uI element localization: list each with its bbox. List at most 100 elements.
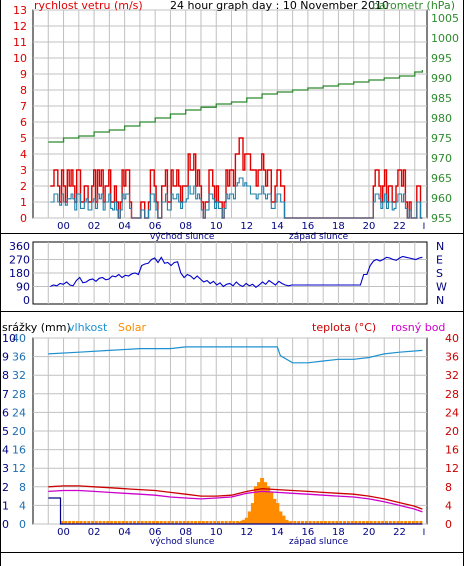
x-tick-label: 00 [57,221,70,232]
dewpoint-legend-label: rosný bod [391,321,445,334]
solar-bar [284,519,289,524]
solar-bar [260,477,265,524]
solar-baseline-mark [320,521,324,524]
solar-baseline-mark [304,521,308,524]
x-tick-label: 06 [149,221,162,232]
wind-direction-series [50,255,423,289]
solar-baseline-mark [133,521,137,524]
x-tick-label: 22 [393,527,406,538]
solar-baseline-mark [232,521,236,524]
pressure-tick-label: 970 [431,152,452,165]
humidity-scale-tick-label: 0 [19,518,26,531]
solar-baseline-mark [167,521,171,524]
solar-baseline-mark [83,521,87,524]
rain-tick-label: 10 [2,332,16,345]
direction-tick-label: 360 [9,240,30,253]
x-tick-label: 18 [332,221,345,232]
x-tick-label: 14 [271,221,284,232]
solar-baseline-mark [385,521,389,524]
direction-tick-label: 180 [9,267,30,280]
rain-tick-label: 0 [2,518,9,531]
solar-baseline-mark [220,521,224,524]
solar-baseline-mark [125,521,129,524]
solar-baseline-mark [110,521,114,524]
x-tick-label: 04 [118,527,131,538]
solar-bar [244,517,249,524]
solar-baseline-mark [175,521,179,524]
solar-baseline-mark [148,521,152,524]
x-tick-label: 04 [118,221,131,232]
solar-baseline-mark [197,521,201,524]
solar-baseline-mark [350,521,354,524]
pressure-tick-label: 990 [431,72,452,85]
wind-gust-series [50,137,423,219]
solar-baseline-mark [87,521,91,524]
solar-baseline-mark [140,521,144,524]
x-tick-label: 10 [210,527,223,538]
humidity-scale-tick-label: 36 [12,351,26,364]
pressure-tick-label: 960 [431,192,452,205]
solar-baseline-mark [64,521,68,524]
solar-baseline-mark [228,521,232,524]
solar-baseline-mark [369,521,373,524]
barometer-axis-label: barometr (hPa) [372,0,455,12]
solar-baseline-mark [155,521,159,524]
solar-baseline-mark [182,521,186,524]
solar-baseline-mark [163,521,167,524]
pressure-tick-label: 975 [431,132,452,145]
solar-baseline-mark [129,521,133,524]
wind-tick-label: 7 [20,100,27,113]
rain-tick-label: 4 [2,444,9,457]
x-tick-label: 08 [179,221,192,232]
solar-baseline-mark [388,521,392,524]
solar-baseline-mark [323,521,327,524]
temperature-tick-label: 8 [445,481,452,494]
solar-bar [275,503,280,524]
dewpoint-series [48,489,423,513]
solar-bar [238,521,243,524]
temperature-tick-label: 28 [445,388,459,401]
solar-baseline-mark [98,521,102,524]
solar-baseline-mark [381,521,385,524]
solar-baseline-mark [327,521,331,524]
temperature-tick-label: 0 [445,518,452,531]
series-layer [48,70,424,525]
solar-bar [241,519,246,524]
solar-baseline-mark [354,521,358,524]
solar-baseline-mark [213,521,217,524]
x-tick-label: 02 [88,527,101,538]
solar-baseline-mark [159,521,163,524]
compass-tick-label: E [436,254,443,267]
solar-baseline-mark [186,521,190,524]
solar-baseline-mark [217,521,221,524]
humidity-scale-tick-label: 20 [12,425,26,438]
humidity-scale-tick-label: 28 [12,388,26,401]
pressure-tick-label: 985 [431,92,452,105]
temperature-tick-label: 40 [445,332,459,345]
rain-axis-label: srážky (mm) [2,321,71,334]
solar-baseline-mark [94,521,98,524]
temperature-tick-label: 4 [445,499,452,512]
x-tick-label: 22 [393,221,406,232]
wind-tick-label: 1 [20,196,27,209]
solar-baseline-mark [102,521,106,524]
solar-baseline-mark [392,521,396,524]
solar-baseline-mark [91,521,95,524]
humidity-scale-tick-label: 40 [12,332,26,345]
compass-tick-label: S [436,267,443,280]
pressure-tick-label: 955 [431,212,452,225]
compass-tick-label: N [436,240,444,253]
direction-tick-label: 90 [16,281,30,294]
solar-baseline-mark [194,521,198,524]
x-tick-end: I [423,528,426,538]
solar-bar [253,486,258,524]
humidity-scale-tick-label: 12 [12,462,26,475]
sunset-label-top: západ slunce [289,232,349,242]
temperature-tick-label: 32 [445,369,459,382]
solar-baseline-mark [297,521,301,524]
humidity-scale-tick-label: 16 [12,444,26,457]
pressure-tick-label: 980 [431,112,452,125]
wind-tick-label: 0 [20,212,27,225]
solar-baseline-mark [152,521,156,524]
